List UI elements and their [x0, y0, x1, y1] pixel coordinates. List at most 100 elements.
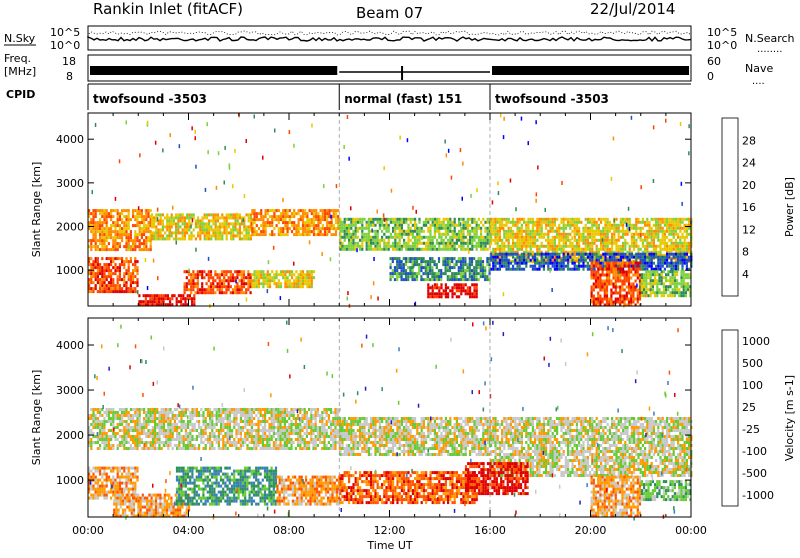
heatmap-cell [123, 426, 125, 429]
heatmap-cell [265, 215, 267, 218]
heatmap-cell [97, 221, 99, 224]
heatmap-cell [151, 219, 153, 222]
heatmap-cell [473, 266, 475, 269]
heatmap-cell [92, 215, 94, 218]
heatmap-cell [423, 236, 425, 239]
heatmap-cell [179, 219, 181, 222]
heatmap-cell [462, 275, 464, 278]
heatmap-cell [449, 248, 451, 251]
heatmap-cell [226, 222, 228, 225]
heatmap-cell [128, 215, 130, 218]
heatmap-cell [512, 265, 514, 268]
heatmap-cell [217, 276, 219, 279]
heatmap-cell [604, 245, 606, 248]
heatmap-cell [188, 282, 190, 285]
heatmap-cell [173, 219, 175, 222]
heatmap-cell [549, 218, 551, 221]
heatmap-cell [236, 270, 238, 273]
heatmap-cell [659, 230, 661, 233]
heatmap-cell [92, 218, 94, 221]
heatmap-cell [547, 230, 549, 233]
heatmap-cell [615, 274, 617, 277]
heatmap-cell [536, 268, 538, 271]
heatmap-cell [637, 218, 639, 221]
heatmap-cell [597, 280, 599, 283]
heatmap-cell [204, 228, 206, 231]
heatmap-cell [508, 259, 510, 262]
heatmap-cell [108, 284, 110, 287]
heatmap-cell [438, 269, 440, 272]
heatmap-cell [593, 271, 595, 274]
heatmap-cell [92, 287, 94, 290]
heatmap-cell [117, 275, 119, 278]
heatmap-speck [274, 129, 276, 133]
heatmap-cell [128, 426, 130, 429]
heatmap-cell [335, 227, 337, 230]
heatmap-cell [445, 263, 447, 266]
heatmap-cell [139, 221, 141, 224]
heatmap-speck [640, 185, 642, 189]
heatmap-cell [619, 274, 621, 277]
heatmap-cell [501, 242, 503, 245]
heatmap-cell [145, 227, 147, 230]
heatmap-cell [214, 291, 216, 294]
heatmap-cell [626, 227, 628, 230]
heatmap-cell [237, 219, 239, 222]
heatmap-cell [670, 262, 672, 265]
heatmap-cell [223, 276, 225, 279]
heatmap-cell [401, 260, 403, 263]
heatmap-cell [615, 283, 617, 286]
heatmap-cell [462, 248, 464, 251]
heatmap-cell [377, 218, 379, 221]
heatmap-cell [432, 239, 434, 242]
heatmap-cell [563, 239, 565, 242]
heatmap-cell [683, 294, 685, 297]
heatmap-cell [130, 245, 132, 248]
heatmap-cell [141, 408, 143, 411]
heatmap-cell [188, 225, 190, 228]
heatmap-cell [538, 221, 540, 224]
heatmap-cell [377, 245, 379, 248]
heatmap-cell [451, 257, 453, 260]
heatmap-cell [394, 218, 396, 221]
heatmap-cell [554, 242, 556, 245]
heatmap-cell [416, 233, 418, 236]
heatmap-cell [567, 236, 569, 239]
heatmap-cell [208, 222, 210, 225]
heatmap-cell [103, 230, 105, 233]
heatmap-cell [521, 242, 523, 245]
heatmap-cell [525, 265, 527, 268]
heatmap-cell [208, 276, 210, 279]
heatmap-cell [370, 245, 372, 248]
heatmap-cell [103, 221, 105, 224]
heatmap-cell [469, 236, 471, 239]
heatmap-cell [447, 266, 449, 269]
heatmap-cell [628, 286, 630, 289]
heatmap-cell [582, 259, 584, 262]
heatmap-cell [258, 227, 260, 230]
heatmap-cell [492, 265, 494, 268]
heatmap-cell [125, 218, 127, 221]
heatmap-cell [632, 286, 634, 289]
heatmap-cell [128, 447, 130, 450]
heatmap-speck [157, 208, 159, 212]
heatmap-cell [110, 212, 112, 215]
heatmap-cell [121, 423, 123, 426]
heatmap-cell [92, 212, 94, 215]
heatmap-cell [119, 236, 121, 239]
heatmap-cell [304, 279, 306, 282]
heatmap-cell [394, 269, 396, 272]
heatmap-cell [637, 295, 639, 298]
heatmap-cell [525, 224, 527, 227]
heatmap-cell [425, 221, 427, 224]
heatmap-cell [574, 218, 576, 221]
heatmap-cell [492, 248, 494, 251]
heatmap-cell [618, 233, 620, 236]
heatmap-cell [655, 218, 657, 221]
heatmap-cell [388, 242, 390, 245]
heatmap-cell [352, 245, 354, 248]
heatmap-cell [425, 278, 427, 281]
heatmap-speck [356, 248, 358, 252]
heatmap-cell [407, 266, 409, 269]
heatmap-cell [134, 444, 136, 447]
